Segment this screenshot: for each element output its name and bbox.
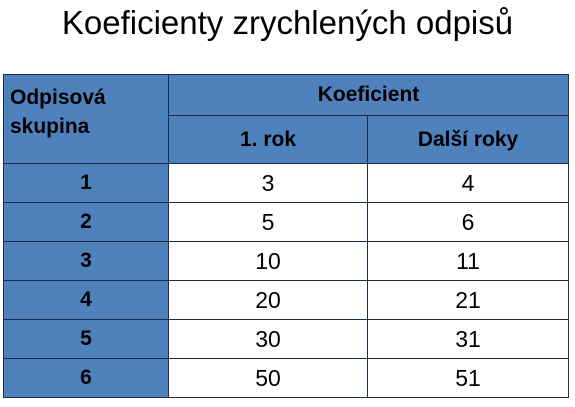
- value-cell: 5: [168, 202, 368, 242]
- row-key-cell: 6: [3, 358, 169, 398]
- value-cell: 50: [168, 358, 368, 398]
- value-cell: 30: [168, 319, 368, 359]
- row-key-cell: 5: [3, 319, 169, 359]
- row-key-cell: 3: [3, 241, 169, 281]
- slide-title: Koeficienty zrychlených odpisů: [61, 4, 514, 41]
- table-row: 5 30 31: [3, 319, 570, 359]
- value-cell: 20: [168, 280, 368, 320]
- table-row: 6 50 51: [3, 358, 570, 398]
- header-cell: Odpisová skupina: [3, 74, 169, 164]
- value-cell: 31: [366, 319, 570, 359]
- table: Odpisová skupina Koeficient 1. rok Další…: [3, 74, 570, 398]
- row-key-cell: 1: [3, 163, 169, 203]
- table-row: 3 10 11: [3, 241, 570, 281]
- value-cell: 6: [366, 202, 570, 242]
- table-row: 4 20 21: [3, 280, 570, 320]
- value-cell: 11: [366, 241, 570, 281]
- value-cell: 10: [168, 241, 368, 281]
- value-cell: 4: [366, 163, 570, 203]
- table-body: 1 3 4 2 5 6 3 10 11 4 20 21 5 30 31 6 50 51: [3, 163, 570, 398]
- header-cell: 1. rok: [168, 115, 368, 164]
- value-cell: 3: [168, 163, 368, 203]
- header-cell: Další roky: [366, 115, 570, 164]
- value-cell: 21: [366, 280, 570, 320]
- header-cell: Koeficient: [167, 74, 570, 116]
- value-cell: 51: [366, 358, 570, 398]
- row-key-cell: 2: [3, 202, 169, 242]
- row-key-cell: 4: [3, 280, 169, 320]
